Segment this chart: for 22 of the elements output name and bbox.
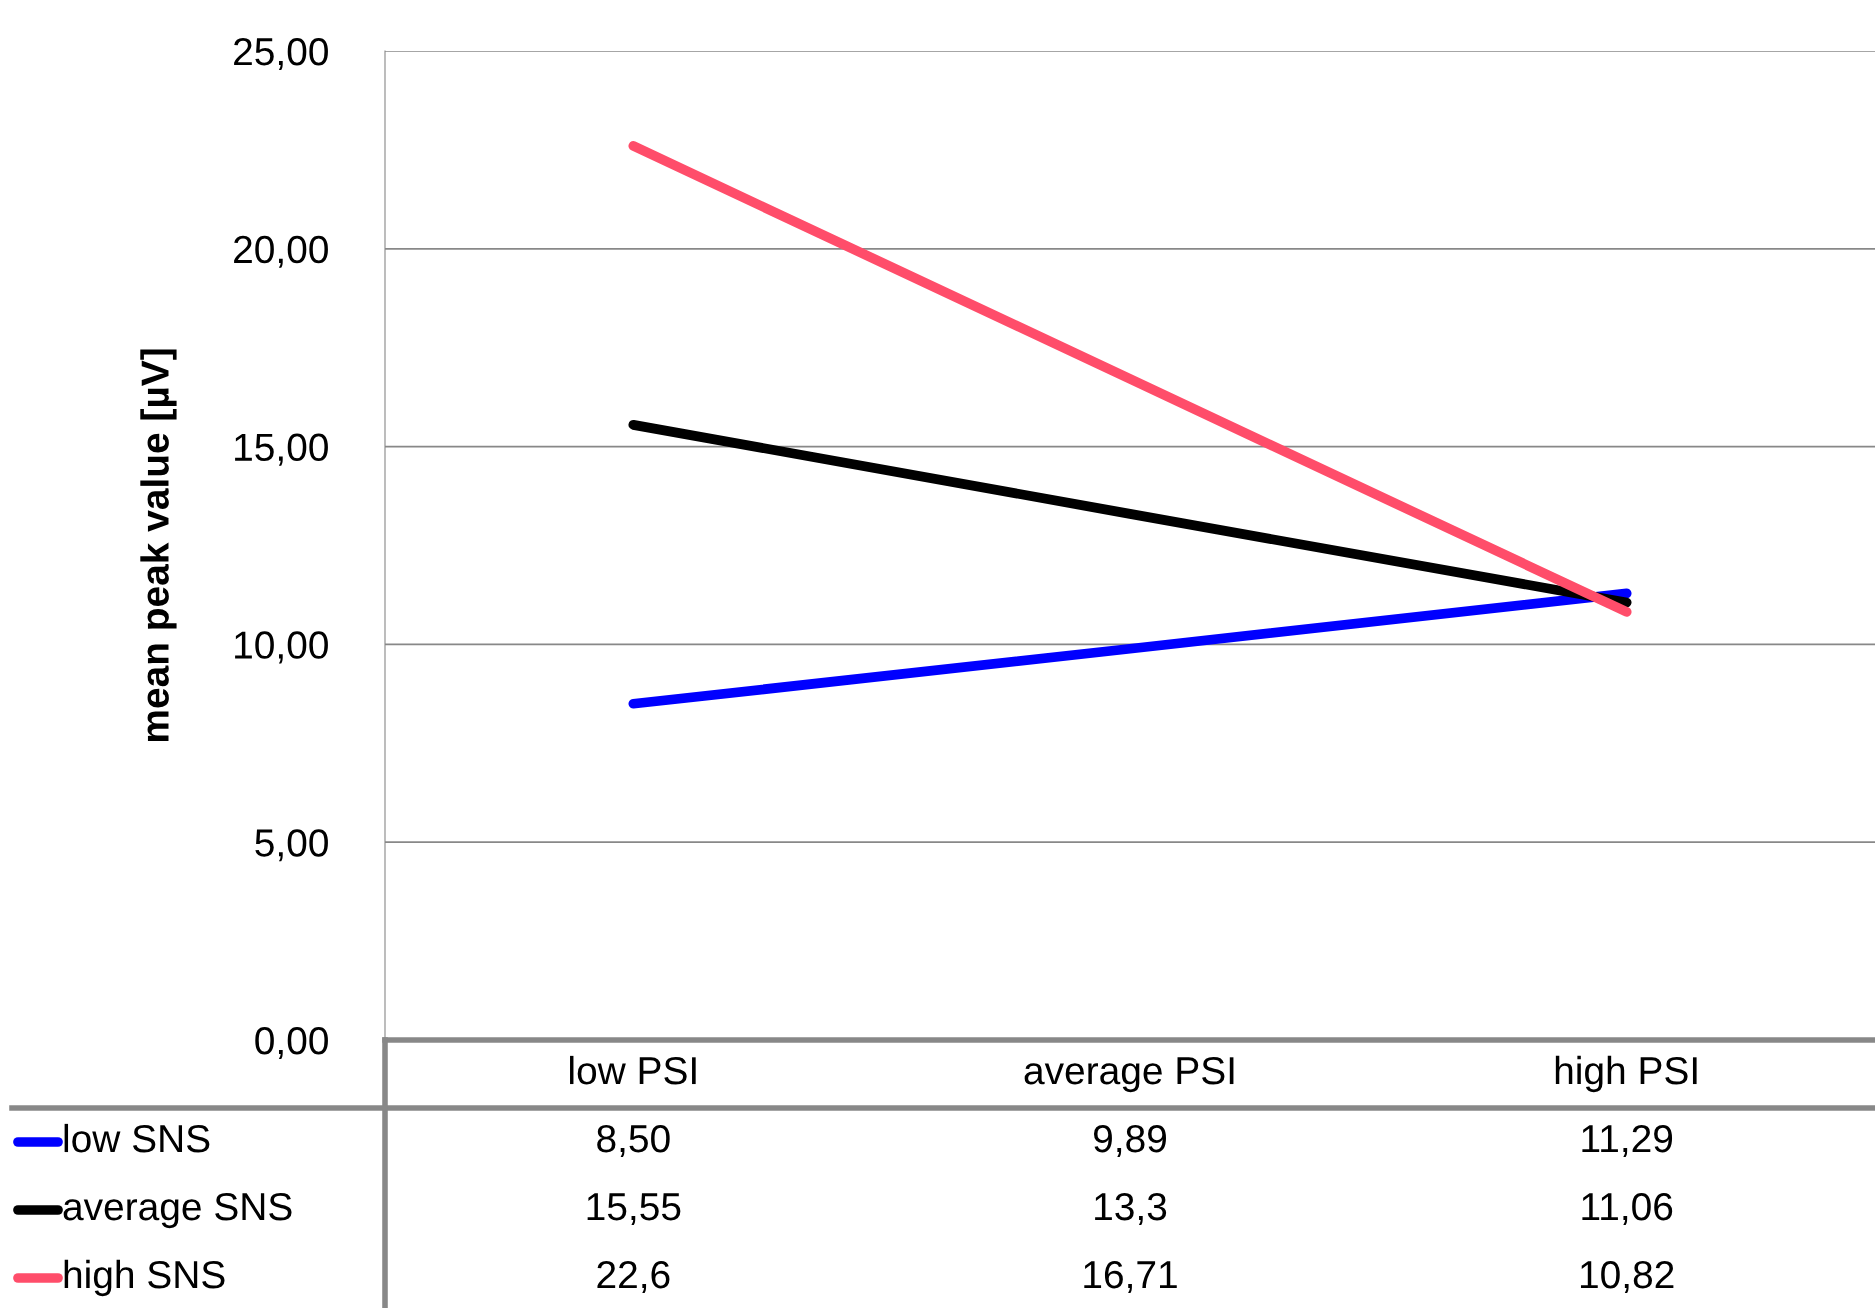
legend-label: average SNS (63, 1192, 292, 1229)
data-label: 8,50 (597, 1124, 670, 1158)
y-tick-label: 15,00 (235, 433, 328, 466)
y-tick-label: 5,00 (255, 829, 328, 862)
y-tick-label: 20,00 (234, 235, 328, 268)
y-tick-label: 0,00 (255, 1026, 328, 1060)
data-label: 15,55 (587, 1193, 681, 1226)
x-tick-label: average PSI (1024, 1056, 1234, 1093)
data-label: 16,71 (1084, 1260, 1177, 1294)
data-label: 11,06 (1582, 1192, 1673, 1226)
data-label: 13,3 (1095, 1192, 1167, 1226)
legend-label: low SNS (64, 1123, 210, 1153)
legend-label: high SNS (64, 1259, 225, 1297)
x-tick-label: low PSI (570, 1055, 696, 1085)
y-tick-label: 10,00 (235, 631, 328, 664)
y-tick-label: 25,00 (234, 37, 328, 71)
y-axis-title: mean peak value [µV] (140, 349, 177, 742)
x-tick-label: high PSI (1555, 1055, 1697, 1093)
data-label: 22,6 (597, 1260, 670, 1294)
data-label: 9,89 (1093, 1124, 1166, 1158)
data-label: 11,29 (1582, 1124, 1673, 1158)
data-label: 10,82 (1580, 1260, 1674, 1294)
